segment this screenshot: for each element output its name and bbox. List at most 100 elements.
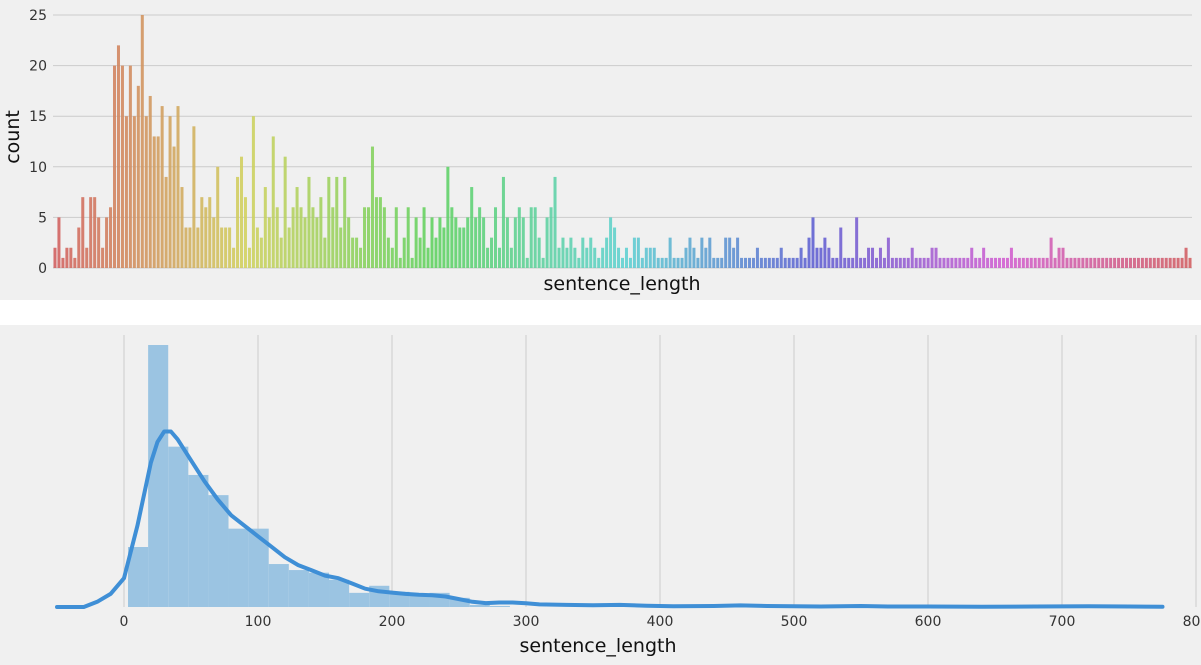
count-bar <box>255 227 259 268</box>
count-bar <box>319 197 323 268</box>
count-bar <box>1009 247 1013 268</box>
count-bar <box>93 197 97 268</box>
count-bar <box>652 247 656 268</box>
kde-curve <box>55 429 1165 609</box>
count-plot-y-tick-label: 5 <box>38 210 47 226</box>
count-bar <box>839 227 843 268</box>
count-bar <box>1132 257 1136 268</box>
count-bar <box>549 207 553 268</box>
count-bar <box>287 227 291 268</box>
count-bar <box>1013 257 1017 268</box>
count-bar <box>1081 257 1085 268</box>
count-bar <box>1109 257 1113 268</box>
count-bar <box>1105 257 1109 268</box>
count-bar <box>589 237 593 268</box>
count-bar <box>1017 257 1021 268</box>
histogram-bin <box>268 564 289 607</box>
count-bar <box>914 257 918 268</box>
count-bar <box>57 217 61 268</box>
count-bar <box>228 227 232 268</box>
count-bar <box>414 217 418 268</box>
count-bar <box>263 187 267 268</box>
count-bar <box>990 257 994 268</box>
count-bar <box>458 227 462 268</box>
count-bar <box>1188 257 1192 268</box>
count-bar <box>823 237 827 268</box>
count-bar <box>708 237 712 268</box>
histogram-bin <box>449 597 470 607</box>
count-bar <box>620 257 625 268</box>
count-bar <box>370 146 374 268</box>
count-bar <box>454 217 458 268</box>
count-bar <box>279 237 283 268</box>
count-bar <box>339 227 343 268</box>
count-plot-panel: 0 5 10 15 20 25 sentence_length count <box>0 0 1201 300</box>
count-bar <box>422 207 426 268</box>
distribution-plot-x-axis-label: sentence_length <box>519 635 676 657</box>
count-bar <box>1073 257 1077 268</box>
count-bar <box>204 207 208 268</box>
count-bar <box>240 156 244 268</box>
count-bar <box>843 257 847 268</box>
count-bar <box>1001 257 1005 268</box>
count-bar <box>783 257 787 268</box>
count-bar <box>81 197 85 268</box>
count-bar <box>664 257 668 268</box>
count-bar <box>624 247 628 268</box>
count-bar <box>1176 257 1180 268</box>
count-bar <box>998 257 1002 268</box>
count-bar <box>331 207 335 268</box>
count-bar <box>533 207 537 268</box>
count-plot-x-axis-label: sentence_length <box>543 273 700 295</box>
count-bar <box>668 237 672 268</box>
distribution-plot-x-tick-label: 700 <box>1049 614 1076 630</box>
count-bar <box>819 247 823 268</box>
count-bar <box>224 227 228 268</box>
count-bar <box>609 217 613 268</box>
count-bar <box>311 207 315 268</box>
count-bar <box>763 257 767 268</box>
count-bar <box>593 247 597 268</box>
count-bar <box>692 247 696 268</box>
distribution-plot-x-tick-label: 800 <box>1183 614 1201 630</box>
count-bar <box>164 176 168 268</box>
count-bar <box>569 237 573 268</box>
count-bar <box>886 237 890 268</box>
count-bar <box>1140 257 1144 268</box>
count-bar <box>1069 257 1073 268</box>
count-bar <box>871 247 875 268</box>
count-bar <box>605 237 609 268</box>
count-bar <box>791 257 795 268</box>
count-bar <box>1053 257 1057 268</box>
histogram-bin <box>248 528 269 607</box>
count-bar <box>418 237 422 268</box>
distribution-plot-x-tick-label: 300 <box>513 614 540 630</box>
count-bar <box>926 257 930 268</box>
count-bar <box>827 247 831 268</box>
count-plot-y-tick-label: 15 <box>29 109 47 125</box>
count-bar <box>1144 257 1148 268</box>
count-bar <box>660 257 664 268</box>
count-plot-y-tick-label: 20 <box>29 59 47 75</box>
histogram-bin <box>349 592 370 607</box>
count-bar <box>966 257 970 268</box>
count-bar <box>978 257 982 268</box>
count-bar <box>974 257 978 268</box>
count-bar <box>378 197 382 268</box>
count-bar <box>585 247 589 268</box>
count-bar <box>382 207 386 268</box>
count-bar <box>553 176 557 268</box>
count-bar <box>144 116 148 268</box>
distribution-plot-x-tick-label: 0 <box>120 614 129 630</box>
count-bar <box>65 247 69 268</box>
count-bar <box>283 156 287 268</box>
count-bar <box>1164 257 1168 268</box>
count-bar <box>192 126 196 268</box>
count-bar <box>597 257 601 268</box>
count-bar <box>716 257 720 268</box>
count-bar <box>728 237 732 268</box>
count-bar <box>906 257 910 268</box>
count-bar <box>1180 257 1184 268</box>
count-bar <box>291 207 295 268</box>
count-bar <box>890 257 894 268</box>
